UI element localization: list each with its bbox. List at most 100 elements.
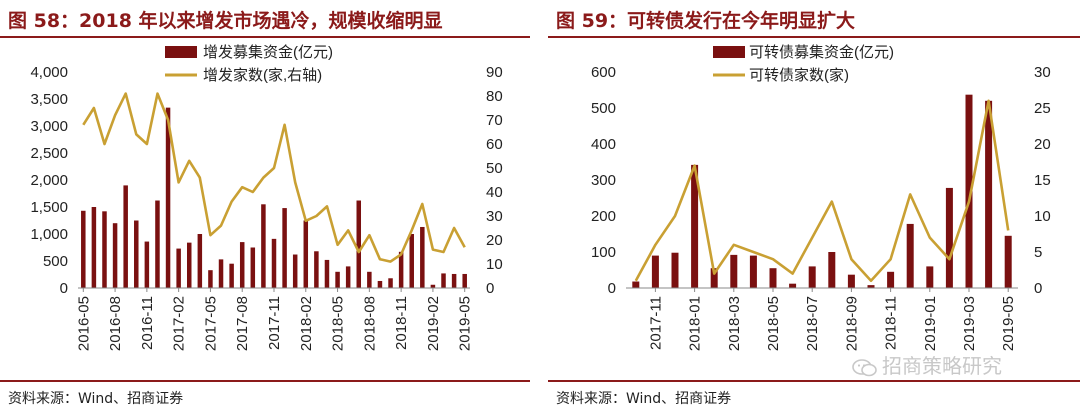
bar: [965, 94, 973, 289]
y-left-tick-label: 3,500: [30, 91, 68, 108]
bar: [155, 200, 160, 288]
y-left-tick-label: 500: [591, 100, 616, 117]
bar: [847, 274, 855, 288]
bar: [250, 247, 256, 288]
bar: [730, 254, 738, 288]
title-rule: [548, 36, 1080, 38]
bar: [229, 263, 234, 288]
bar: [388, 278, 393, 288]
x-tick-label: 2016-11: [139, 296, 156, 350]
y-right-tick-label: 10: [486, 256, 503, 273]
bar: [808, 266, 816, 288]
bar: [887, 271, 895, 288]
bar: [906, 223, 914, 288]
figure-58-source: 资料来源：Wind、招商证券: [8, 391, 184, 407]
y-left-tick-label: 300: [591, 172, 616, 189]
x-tick-label: 2019-01: [922, 296, 939, 351]
y-right-tick-label: 50: [486, 160, 503, 177]
x-tick-label: 2017-11: [266, 296, 283, 350]
x-tick-label: 2018-07: [804, 296, 821, 351]
bar: [303, 220, 309, 288]
bar: [102, 211, 107, 288]
x-tick-label: 2018-11: [393, 296, 410, 350]
wechat-icon: [852, 358, 877, 376]
bar: [271, 238, 277, 288]
x-tick-label: 2018-05: [765, 296, 782, 351]
x-tick-label: 2017-02: [171, 296, 188, 351]
x-tick-label: 2018-09: [843, 296, 860, 351]
y-left-tick-label: 4,000: [30, 64, 68, 81]
figure-58-title: 图 58：2018 年以来增发市场遇冷，规模收缩明显: [8, 10, 443, 32]
bar: [165, 107, 171, 288]
y-left-tick-label: 2,000: [30, 172, 68, 189]
figure-59-chart: 0 100 200 300 400 500 600 0 5 10 15 20 25 30 2017-11 20…: [591, 44, 1051, 351]
bar: [123, 185, 128, 288]
bar: [430, 284, 436, 288]
y-right-tick-label: 10: [1034, 208, 1051, 225]
x-tick-label: 2017-08: [234, 296, 251, 351]
figure-59-panel: 图 59：可转债发行在今年明显扩大 0 100 200 300 400 500 600 0 5 1…: [548, 0, 1080, 415]
bar: [749, 255, 757, 288]
bar: [144, 241, 150, 288]
legend-label: 可转债募集资金(亿元): [749, 44, 894, 61]
source-rule: [0, 380, 530, 382]
y-left-tick-label: 2,500: [30, 145, 68, 162]
x-tick-label: 2018-11: [883, 296, 900, 350]
bar: [398, 251, 404, 288]
bar: [282, 208, 287, 288]
x-tick-label: 2018-01: [687, 296, 704, 351]
bar: [239, 242, 245, 288]
bar: [377, 280, 383, 288]
bar: [356, 200, 362, 288]
y-right-tick-label: 20: [486, 232, 503, 249]
x-tick-label: 2017-11: [647, 296, 664, 350]
bar: [208, 270, 213, 288]
bar: [828, 252, 836, 288]
legend-label: 可转债家数(家): [749, 67, 849, 84]
bar: [91, 207, 97, 288]
x-tick-label: 2019-03: [961, 296, 978, 351]
legend-label: 增发募集资金(亿元): [203, 44, 333, 61]
y-right-tick-label: 40: [486, 184, 503, 201]
bar: [632, 281, 640, 288]
y-right-tick-label: 15: [1034, 172, 1051, 189]
legend-label: 增发家数(家,右轴): [203, 67, 322, 84]
bar: [197, 234, 203, 288]
bar: [218, 259, 224, 288]
bar: [769, 268, 777, 288]
x-tick-label: 2016-05: [75, 296, 92, 351]
watermark: 招商策略研究: [852, 350, 1002, 379]
x-tick-label: 2018-02: [298, 296, 315, 351]
watermark-text: 招商策略研究: [882, 354, 1002, 378]
y-right-tick-label: 0: [486, 280, 494, 297]
y-right-tick-label: 30: [1034, 64, 1051, 81]
bar: [691, 164, 699, 288]
bar: [926, 266, 934, 288]
bar: [789, 283, 797, 288]
bar: [420, 226, 425, 288]
x-tick-label: 2018-05: [330, 296, 347, 351]
y-left-tick-label: 100: [591, 244, 616, 261]
y-left-tick-label: 3,000: [30, 118, 68, 135]
x-tick-label: 2019-05: [457, 296, 474, 351]
y-left-tick-label: 600: [591, 64, 616, 81]
bar: [335, 271, 340, 288]
bar: [462, 273, 467, 288]
bar: [324, 259, 330, 288]
bar: [292, 254, 298, 288]
x-tick-label: 2019-05: [1000, 296, 1017, 351]
legend-swatch-bar: [165, 46, 197, 58]
y-right-tick-label: 20: [1034, 136, 1051, 153]
y-right-tick-label: 25: [1034, 100, 1051, 117]
bar: [345, 266, 351, 288]
bar: [314, 251, 319, 288]
bar: [176, 248, 181, 288]
y-right-tick-label: 70: [486, 112, 503, 129]
bar: [112, 223, 118, 288]
bar: [367, 271, 372, 288]
bar: [134, 220, 139, 288]
figure-59-title: 图 59：可转债发行在今年明显扩大: [556, 10, 856, 32]
bar: [186, 242, 192, 288]
y-left-tick-label: 1,000: [30, 226, 68, 243]
bar: [1004, 235, 1012, 288]
